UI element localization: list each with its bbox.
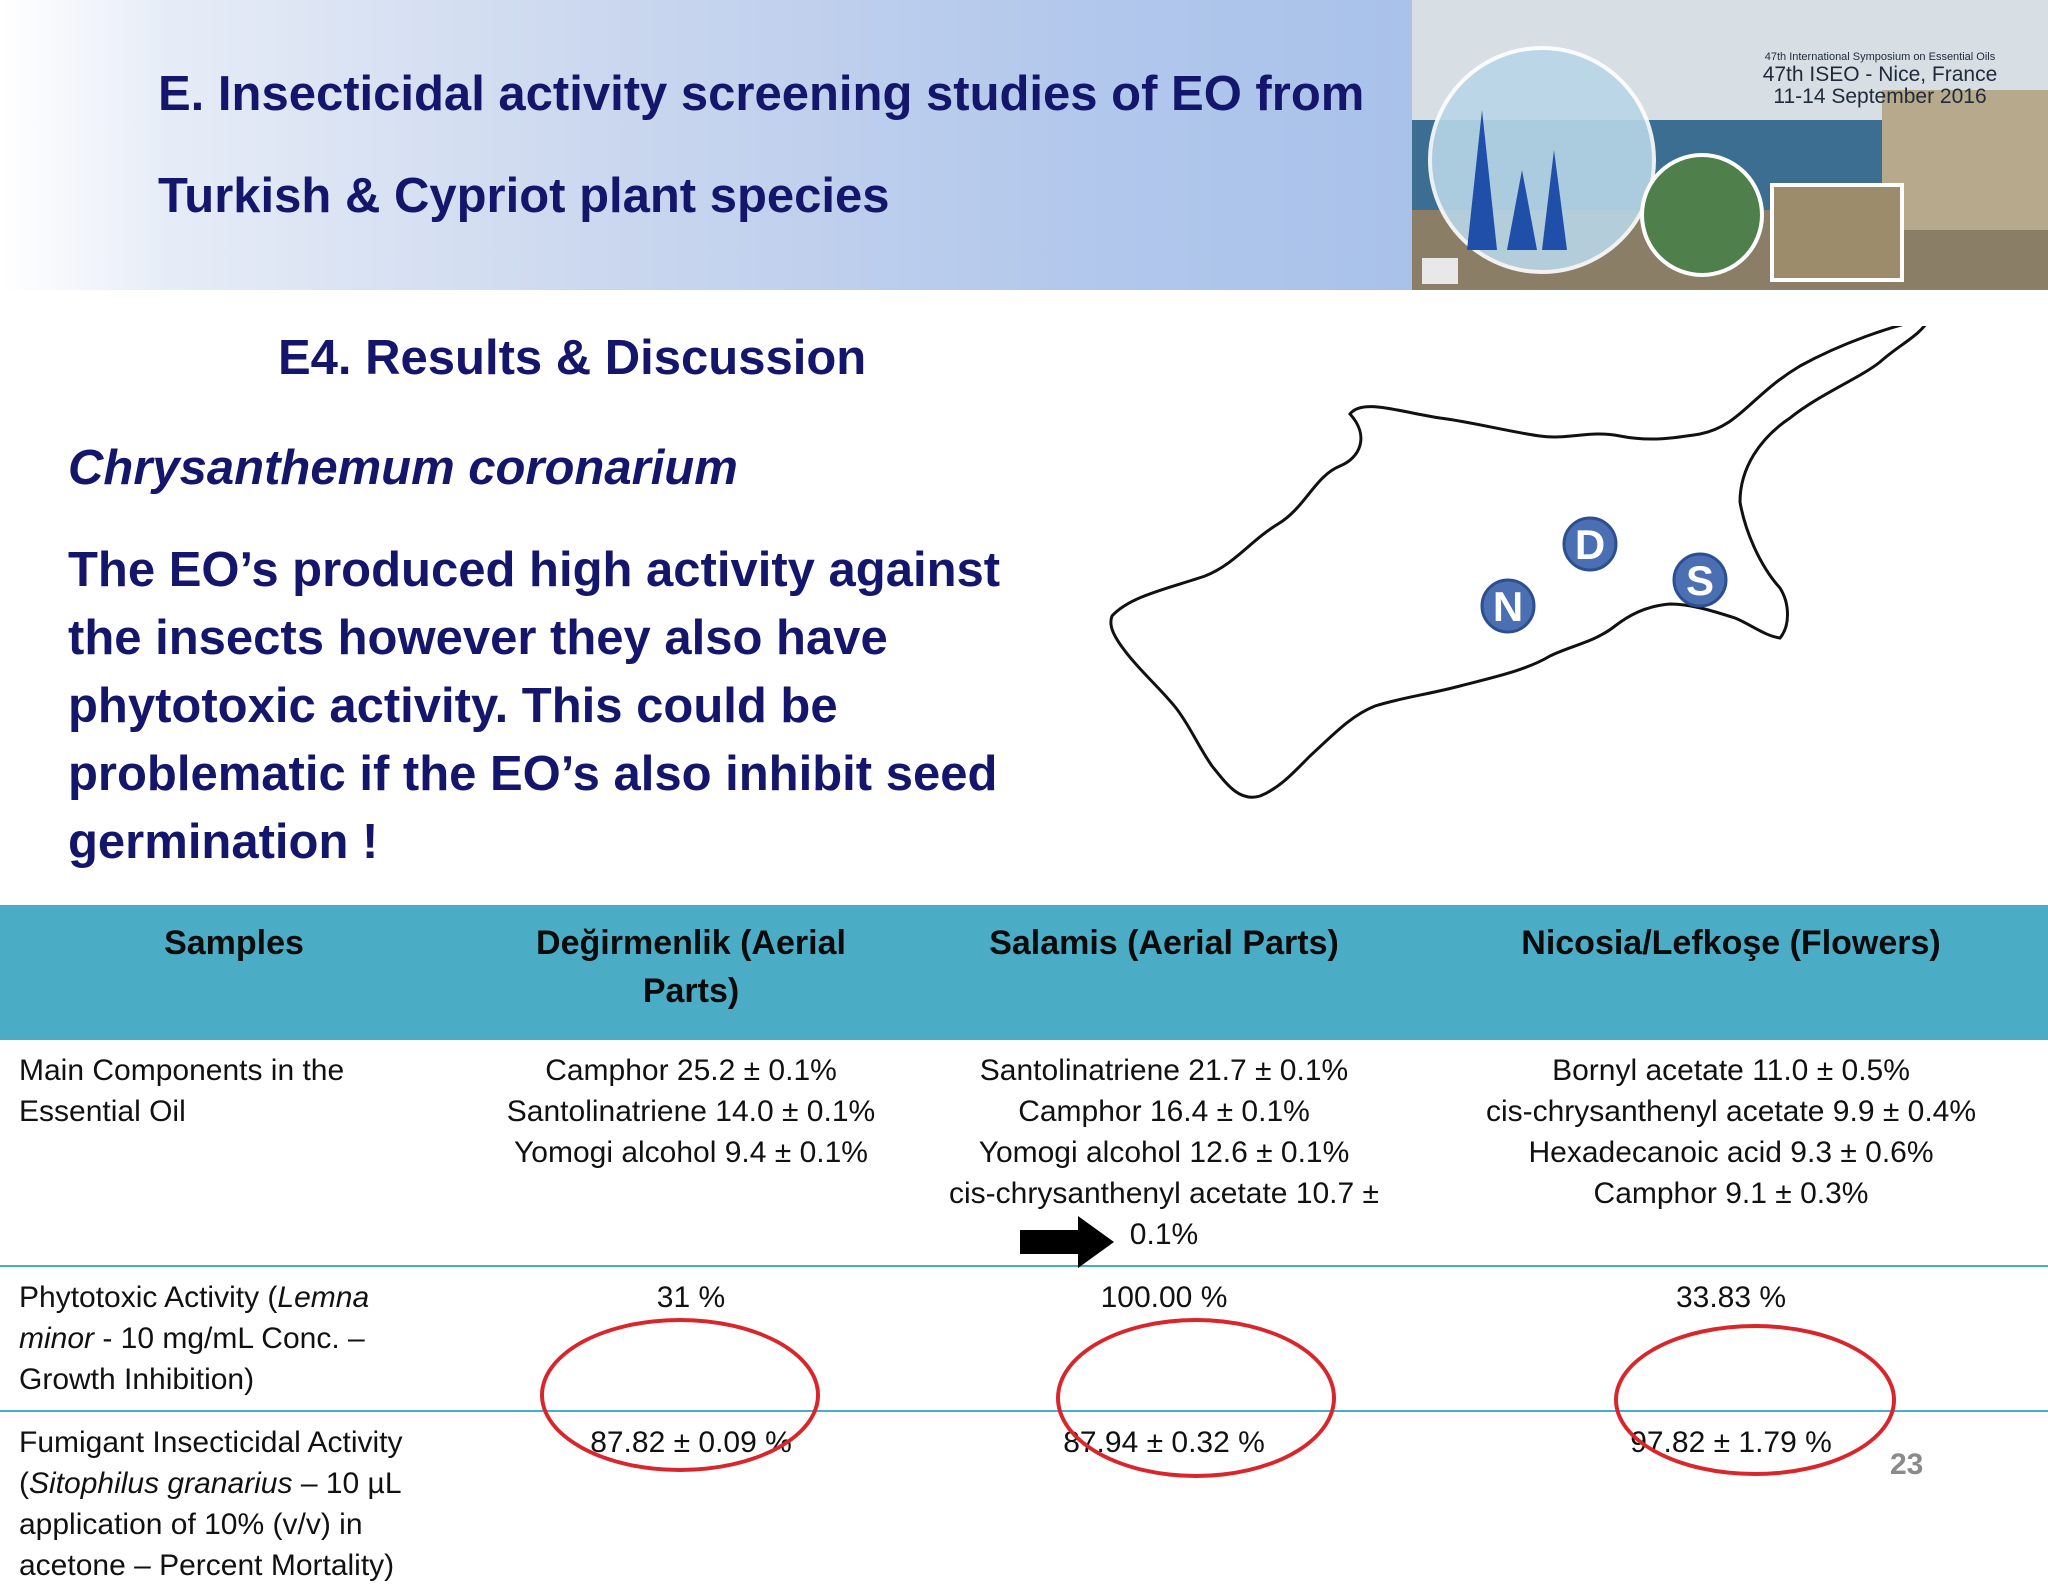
- components-nicosia: Bornyl acetate 11.0 ± 0.5% cis-chrysanth…: [1414, 1038, 2048, 1266]
- slide-title-line2: Turkish & Cypriot plant species: [158, 169, 890, 223]
- highlight-ring-nicosia: [1614, 1324, 1896, 1476]
- conference-info: 47th International Symposium on Essentia…: [1730, 51, 2030, 108]
- component-item: cis-chrysanthenyl acetate 9.9 ± 0.4%: [1485, 1095, 1977, 1128]
- marker-n-letter: N: [1493, 583, 1523, 630]
- component-item: Yomogi alcohol 9.4 ± 0.1%: [514, 1136, 868, 1169]
- header-nicosia: Nicosia/Lefkoşe (Flowers): [1414, 905, 2048, 1039]
- conference-artwork: [1412, 0, 2048, 290]
- component-item: cis-chrysanthenyl acetate 10.7 ± 0.1%: [948, 1177, 1380, 1251]
- label-text: - 10 mg/mL Conc. – Growth Inhibition): [19, 1322, 365, 1396]
- label-species: Sitophilus granarius: [29, 1467, 293, 1500]
- header-degirmenlik: Değirmenlik (Aerial Parts): [468, 905, 914, 1039]
- slide-title-line1: E. Insecticidal activity screening studi…: [158, 67, 1365, 121]
- label-species: Lemna minor: [19, 1281, 370, 1355]
- conference-line1: 47th International Symposium on Essentia…: [1764, 51, 1996, 63]
- highlight-ring-salamis: [1056, 1318, 1336, 1478]
- table-header-row: Samples Değirmenlik (Aerial Parts) Salam…: [0, 905, 2048, 1039]
- row-label-phytotoxic: Phytotoxic Activity (Lemna minor - 10 mg…: [0, 1265, 468, 1411]
- header-samples: Samples: [0, 905, 468, 1039]
- table-row-components: Main Components in the Essential Oil Cam…: [0, 1038, 2048, 1266]
- arrow-right-icon: [1020, 1216, 1114, 1268]
- conference-line3: 11-14 September 2016: [1773, 84, 1987, 108]
- components-salamis: Santolinatriene 21.7 ± 0.1% Camphor 16.4…: [914, 1038, 1414, 1266]
- component-item: Camphor 25.2 ± 0.1%: [545, 1054, 837, 1087]
- marker-s-letter: S: [1686, 557, 1714, 604]
- component-item: Camphor 9.1 ± 0.3%: [1593, 1177, 1869, 1210]
- component-item: Hexadecanoic acid 9.3 ± 0.6%: [1528, 1136, 1934, 1169]
- component-item: Yomogi alcohol 12.6 ± 0.1%: [978, 1136, 1350, 1169]
- conference-line2: 47th ISEO - Nice, France: [1762, 62, 1998, 86]
- header-salamis: Salamis (Aerial Parts): [914, 905, 1414, 1039]
- row-label-components: Main Components in the Essential Oil: [0, 1038, 468, 1266]
- component-item: Camphor 16.4 ± 0.1%: [1018, 1095, 1310, 1128]
- section-subtitle: E4. Results & Discussion: [278, 331, 867, 385]
- cyprus-map: D S N: [1109, 326, 1927, 799]
- discussion-paragraph: The EO’s produced high activity against …: [68, 543, 1001, 869]
- label-text: Fumigant Insecticidal Activity (: [19, 1426, 403, 1500]
- row-label-fumigant: Fumigant Insecticidal Activity (Sitophil…: [0, 1410, 468, 1596]
- component-item: Santolinatriene 21.7 ± 0.1%: [979, 1054, 1349, 1087]
- components-degirmenlik: Camphor 25.2 ± 0.1% Santolinatriene 14.0…: [468, 1038, 914, 1266]
- species-name: Chrysanthemum coronarium: [68, 441, 738, 495]
- page-number: 23: [1890, 1448, 1924, 1481]
- cyprus-outline: [1109, 326, 1927, 799]
- header-banner: [0, 0, 1412, 290]
- highlight-ring-degirmenlik: [540, 1318, 820, 1472]
- component-item: Bornyl acetate 11.0 ± 0.5%: [1552, 1054, 1910, 1087]
- marker-d: D: [1562, 516, 1618, 572]
- marker-s: S: [1672, 552, 1728, 608]
- marker-d-letter: D: [1575, 521, 1605, 568]
- label-text: Phytotoxic Activity (: [19, 1281, 278, 1314]
- marker-n: N: [1480, 578, 1536, 634]
- component-item: Santolinatriene 14.0 ± 0.1%: [506, 1095, 876, 1128]
- conference-banner-image: 47th International Symposium on Essentia…: [1412, 0, 2048, 290]
